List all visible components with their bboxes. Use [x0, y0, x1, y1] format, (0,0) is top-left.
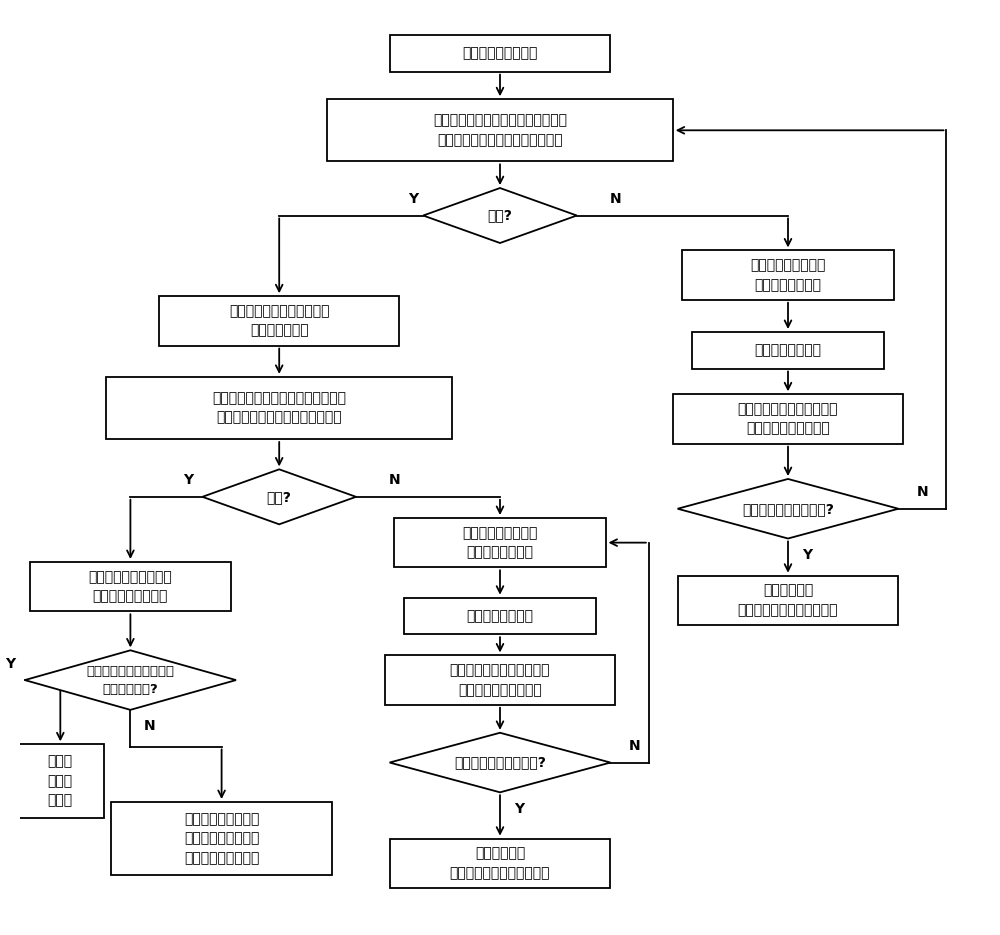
Text: Y: Y	[409, 192, 419, 206]
Text: N: N	[389, 473, 400, 487]
Text: 继电器
断开动
作完成: 继电器 断开动 作完成	[48, 755, 73, 808]
FancyBboxPatch shape	[404, 597, 596, 634]
Text: 接收继电器断开指令: 接收继电器断开指令	[462, 47, 538, 61]
FancyBboxPatch shape	[678, 576, 898, 626]
FancyBboxPatch shape	[390, 839, 610, 888]
Text: N: N	[917, 485, 928, 499]
Text: 设定重复次数阈值: 设定重复次数阈值	[466, 609, 534, 623]
Text: 设定重复次数阈值: 设定重复次数阈值	[755, 343, 822, 357]
Text: 根据车辆和动力电池系统运行状态，
判断是否满足正极继电器断开条件: 根据车辆和动力电池系统运行状态， 判断是否满足正极继电器断开条件	[433, 113, 567, 147]
FancyBboxPatch shape	[390, 35, 610, 72]
Text: 记录重复判断是否满足正极
继电器断开条件的次数: 记录重复判断是否满足正极 继电器断开条件的次数	[738, 402, 838, 436]
Text: 根据车辆和动力电池系统运行状态，
判断是否满足负极继电器断开条件: 根据车辆和动力电池系统运行状态， 判断是否满足负极继电器断开条件	[212, 391, 346, 424]
Text: 发出断开正极继电器指令，
断开正极继电器: 发出断开正极继电器指令， 断开正极继电器	[229, 304, 329, 338]
Text: 满足?: 满足?	[267, 490, 292, 504]
Text: 判定继电器断开动作
未完成，上报并输出
断开未完成错误提示: 判定继电器断开动作 未完成，上报并输出 断开未完成错误提示	[184, 813, 259, 865]
Text: 判断是否满足继电器断开
动作完成条件?: 判断是否满足继电器断开 动作完成条件?	[86, 665, 174, 696]
Text: N: N	[144, 719, 155, 733]
Polygon shape	[423, 188, 577, 243]
Text: 记录重复判断是否满足负极
继电器断开条件的次数: 记录重复判断是否满足负极 继电器断开条件的次数	[450, 663, 550, 697]
Text: N: N	[629, 739, 640, 753]
Text: Y: Y	[183, 473, 193, 487]
Polygon shape	[390, 733, 610, 792]
Text: 重复判断是否满足正
极继电器断开条件: 重复判断是否满足正 极继电器断开条件	[750, 258, 826, 292]
Text: 上报并输出负
极继电器断开超时错误提示: 上报并输出负 极继电器断开超时错误提示	[450, 846, 550, 880]
FancyBboxPatch shape	[159, 296, 399, 346]
Polygon shape	[678, 479, 898, 539]
FancyBboxPatch shape	[394, 518, 606, 568]
Text: 重复判断是否满足负
极继电器断开条件: 重复判断是否满足负 极继电器断开条件	[462, 525, 538, 559]
Text: Y: Y	[802, 548, 812, 562]
FancyBboxPatch shape	[17, 744, 104, 817]
FancyBboxPatch shape	[30, 562, 231, 611]
FancyBboxPatch shape	[673, 395, 903, 444]
Text: 次数大于重复次数阈值?: 次数大于重复次数阈值?	[454, 755, 546, 770]
Text: 发出断开负极继电器指
令，断开负极继电器: 发出断开负极继电器指 令，断开负极继电器	[89, 569, 172, 603]
FancyBboxPatch shape	[111, 802, 332, 875]
FancyBboxPatch shape	[106, 377, 452, 439]
FancyBboxPatch shape	[327, 99, 673, 162]
Polygon shape	[25, 651, 236, 710]
Text: N: N	[609, 192, 621, 206]
Text: Y: Y	[514, 802, 524, 816]
Text: 满足?: 满足?	[488, 209, 512, 223]
Text: 上报并输出正
极继电器断开超时错误提示: 上报并输出正 极继电器断开超时错误提示	[738, 583, 838, 617]
FancyBboxPatch shape	[682, 251, 894, 300]
Text: Y: Y	[5, 656, 15, 670]
FancyBboxPatch shape	[385, 655, 615, 705]
FancyBboxPatch shape	[692, 332, 884, 368]
Text: 次数大于重复次数阈值?: 次数大于重复次数阈值?	[742, 502, 834, 516]
Polygon shape	[202, 469, 356, 525]
